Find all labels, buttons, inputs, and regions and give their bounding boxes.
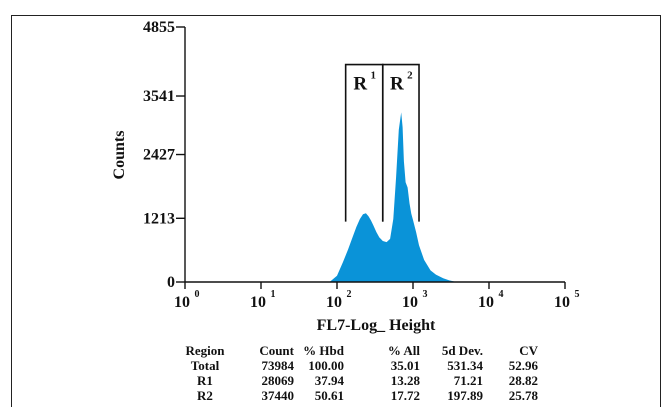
table-cell: R1 bbox=[197, 373, 213, 388]
table-cell: 37.94 bbox=[315, 373, 345, 388]
y-axis-label: Counts bbox=[111, 131, 128, 180]
table-cell: 13.28 bbox=[391, 373, 421, 388]
y-tick-label: 3541 bbox=[143, 88, 175, 105]
table-cell: 197.89 bbox=[447, 388, 483, 403]
table-cell: 17.72 bbox=[391, 388, 420, 403]
table-cell: 28069 bbox=[262, 373, 295, 388]
histogram-area bbox=[329, 112, 459, 283]
x-tick-label: 10 bbox=[554, 294, 570, 311]
y-tick-label: 4855 bbox=[143, 19, 175, 36]
x-tick-label: 10 bbox=[174, 294, 190, 311]
table-cell: 531.34 bbox=[447, 358, 483, 373]
table-cell: 50.61 bbox=[315, 388, 344, 403]
gate-label-r2: R bbox=[390, 74, 404, 95]
y-tick-label: 0 bbox=[167, 274, 175, 291]
table-cell: 73984 bbox=[262, 358, 295, 373]
table-header-cell: % All bbox=[388, 343, 421, 358]
table-cell: 100.00 bbox=[308, 358, 344, 373]
x-tick-exponent: 4 bbox=[499, 289, 504, 300]
x-axis-label: FL7-Log_ Height bbox=[317, 317, 436, 334]
gate-superscript-r2: 2 bbox=[407, 70, 413, 82]
table-cell: 35.01 bbox=[391, 358, 420, 373]
table-cell: 71.21 bbox=[454, 373, 483, 388]
table-cell: R2 bbox=[197, 388, 213, 403]
table-header-cell: 5d Dev. bbox=[442, 343, 483, 358]
figure-frame bbox=[11, 15, 661, 407]
x-tick-exponent: 5 bbox=[575, 289, 580, 300]
x-tick-exponent: 2 bbox=[347, 289, 352, 300]
x-tick-label: 10 bbox=[402, 294, 418, 311]
table-header-cell: Count bbox=[259, 343, 294, 358]
y-tick-label: 1213 bbox=[143, 210, 175, 227]
table-cell: 52.96 bbox=[509, 358, 539, 373]
table-header-cell: % Hbd bbox=[303, 343, 345, 358]
table-header-cell: Region bbox=[186, 343, 226, 358]
gate-label-r1: R bbox=[353, 74, 367, 95]
gate-superscript-r1: 1 bbox=[370, 70, 376, 82]
stats-table: Region Count % Hbd % All 5d Dev. CV Total 73984… bbox=[186, 343, 539, 403]
table-cell: 25.78 bbox=[509, 388, 539, 403]
x-tick-label: 10 bbox=[250, 294, 266, 311]
x-tick-label: 10 bbox=[478, 294, 494, 311]
x-tick-exponent: 1 bbox=[271, 289, 276, 300]
x-tick-exponent: 3 bbox=[423, 289, 428, 300]
gate-bracket-r2 bbox=[381, 63, 420, 222]
x-tick-exponent: 0 bbox=[195, 289, 200, 300]
y-tick-label: 2427 bbox=[143, 147, 175, 164]
table-cell: 28.82 bbox=[509, 373, 538, 388]
table-header-cell: CV bbox=[519, 343, 538, 358]
table-cell: 37440 bbox=[262, 388, 295, 403]
table-cell: Total bbox=[191, 358, 220, 373]
x-tick-label: 10 bbox=[326, 294, 342, 311]
